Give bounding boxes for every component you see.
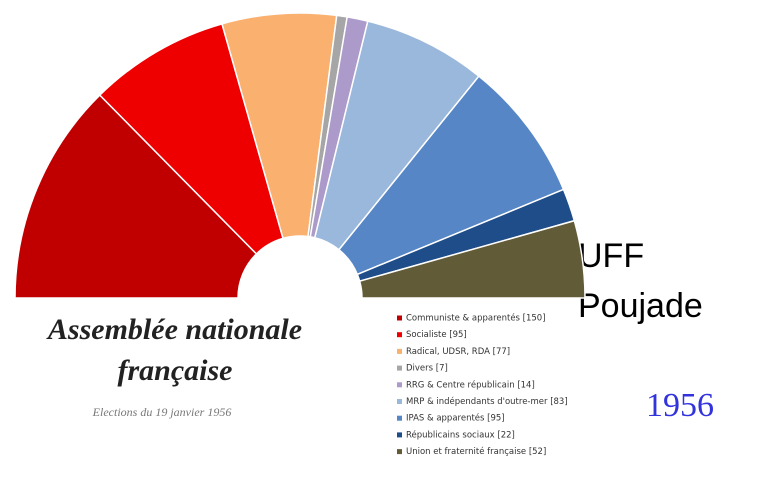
legend-swatch: [397, 348, 402, 354]
slice: [221, 12, 338, 240]
legend-label: Divers [7]: [406, 364, 448, 374]
slice: [14, 94, 258, 299]
legend-label: Radical, UDSR, RDA [77]: [406, 347, 510, 357]
annotation: Poujade: [578, 287, 703, 325]
legend-swatch: [397, 315, 402, 321]
legend-label: RRG & Centre républicain [14]: [406, 379, 535, 390]
legend-label: Socialiste [95]: [406, 330, 467, 340]
slice: [337, 75, 565, 276]
legend-label: IPAS & apparentés [95]: [406, 413, 505, 424]
chart-title: française: [118, 354, 233, 387]
legend-swatch: [397, 365, 402, 371]
annotation: 1956: [646, 387, 714, 424]
chart-title: Assemblée nationale: [46, 313, 302, 346]
legend-swatch: [397, 449, 402, 455]
legend-swatch: [397, 382, 402, 388]
legend-label: Union et fraternité française [52]: [406, 446, 546, 457]
chart-subtitle: Elections du 19 janvier 1956: [92, 405, 232, 419]
slice: [358, 219, 586, 299]
legend-swatch: [397, 415, 402, 421]
annotation: UFF: [578, 237, 644, 275]
legend-label: MRP & indépendants d'outre-mer [83]: [406, 396, 568, 407]
legend-label: Communiste & apparentés [150]: [406, 313, 546, 324]
legend-swatch: [397, 399, 402, 404]
slice: [98, 22, 284, 255]
legend-swatch: [397, 432, 402, 438]
legend-label: Républicains sociaux [22]: [406, 429, 515, 440]
legend-swatch: [397, 332, 402, 338]
